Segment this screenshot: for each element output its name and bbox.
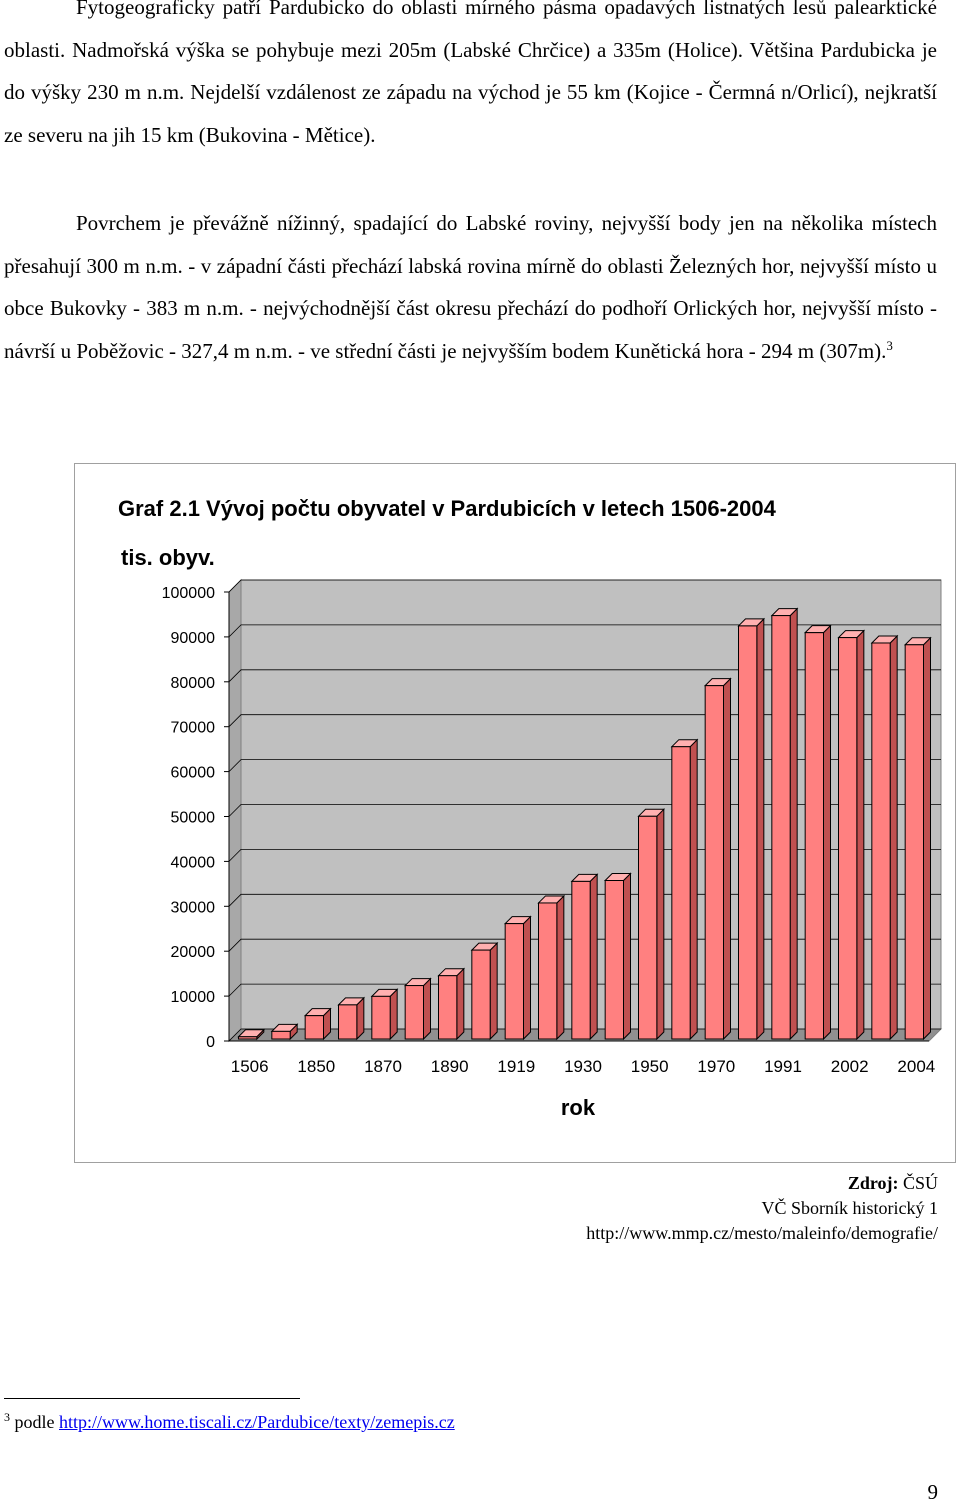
bar-side [389, 988, 398, 1041]
x-tick-label: 1850 [297, 1057, 335, 1076]
chart-plot-area: 0 10000 20000 30000 40000 50000 60000 70000 8000… [162, 578, 943, 1076]
bar-side [856, 629, 865, 1041]
x-tick-label: 1890 [431, 1057, 469, 1076]
x-tick-label: 1991 [764, 1057, 802, 1076]
bar [371, 995, 391, 1040]
bar-side [556, 894, 565, 1041]
bar-side [889, 634, 898, 1041]
gridline [228, 579, 941, 593]
bar [638, 815, 658, 1040]
x-tick-label: 1506 [231, 1057, 269, 1076]
y-tick-label: 60000 [171, 765, 216, 782]
y-tick-label: 90000 [171, 630, 216, 647]
bar [804, 632, 825, 1040]
bar-side [756, 617, 765, 1041]
footnote-link[interactable]: http://www.home.tiscali.cz/Pardubice/tex… [59, 1412, 455, 1432]
bar [404, 985, 424, 1040]
y-tick-label: 70000 [171, 720, 216, 737]
y-tick-label: 100000 [162, 585, 215, 602]
source-value: ČSÚ [898, 1173, 938, 1193]
bar [738, 625, 758, 1040]
bar-side [823, 624, 831, 1041]
bar [571, 880, 591, 1040]
bar [671, 746, 691, 1040]
source-label: Zdroj: [847, 1173, 899, 1193]
bar-side [523, 915, 531, 1041]
population-chart: Graf 2.1 Vývoj počtu obyvatel v Pardubic… [74, 463, 956, 1163]
x-tick-label: 1870 [364, 1057, 402, 1076]
bar-side [623, 872, 631, 1041]
bar-side [923, 636, 931, 1041]
bar [304, 1015, 325, 1040]
footnote-separator [4, 1398, 300, 1399]
bar [338, 1004, 358, 1040]
bar-side [589, 873, 598, 1041]
y-tick-label: 30000 [171, 899, 216, 916]
bar [871, 642, 891, 1040]
bar [271, 1030, 291, 1040]
bar [704, 685, 725, 1040]
bar [904, 644, 925, 1040]
bar [471, 949, 491, 1040]
chart-y-axis-label: tis. obyv. [121, 545, 215, 570]
bar-side [656, 808, 665, 1041]
footnote: 3 podle http://www.home.tiscali.cz/Pardu… [4, 1409, 455, 1435]
bar-side [489, 941, 498, 1041]
y-tick-label: 0 [206, 1034, 215, 1051]
source-url: http://www.mmp.cz/mesto/maleinfo/demogra… [586, 1223, 938, 1243]
x-tick-label: 1919 [497, 1057, 535, 1076]
bar-side [689, 738, 698, 1041]
gridline [228, 624, 941, 638]
chart-canvas: Graf 2.1 Vývoj počtu obyvatel v Pardubic… [118, 496, 943, 1120]
bar-side [789, 607, 798, 1041]
source-publication: VČ Sborník historický 1 [761, 1198, 938, 1218]
bar [238, 1036, 258, 1040]
bar [438, 975, 458, 1040]
x-tick-label: 2002 [831, 1057, 869, 1076]
gridline [228, 669, 941, 683]
bar [538, 902, 558, 1040]
bar [838, 637, 858, 1040]
footnote-text: podle [10, 1412, 59, 1432]
x-tick-label: 1950 [631, 1057, 669, 1076]
bar-side [723, 677, 731, 1041]
footnote-number: 3 [4, 1410, 10, 1424]
bar [771, 615, 791, 1040]
chart-source: Zdroj: ČSÚ VČ Sborník historický 1 http:… [586, 1171, 938, 1246]
x-tick-label: 2004 [897, 1057, 935, 1076]
page-number: 9 [927, 1480, 939, 1504]
chart-title: Graf 2.1 Vývoj počtu obyvatel v Pardubic… [118, 496, 777, 521]
bar [604, 880, 625, 1040]
x-tick-label: 1970 [697, 1057, 735, 1076]
x-tick-label: 1930 [564, 1057, 602, 1076]
paragraph-intro: Fytogeograficky patří Pardubicko do obla… [4, 0, 937, 147]
y-tick-label: 50000 [171, 810, 216, 827]
y-tick-label: 20000 [171, 944, 216, 961]
y-tick-label: 10000 [171, 989, 216, 1006]
y-tick-label: 80000 [171, 675, 216, 692]
y-tick-label: 40000 [171, 854, 216, 871]
paragraph-terrain: Povrchem je převážně nížinný, spadající … [4, 211, 937, 363]
bar-side [456, 967, 465, 1041]
bar [504, 923, 524, 1040]
chart-x-axis-label: rok [561, 1095, 596, 1120]
footnote-reference[interactable]: 3 [886, 337, 893, 353]
bar-side [423, 977, 431, 1041]
